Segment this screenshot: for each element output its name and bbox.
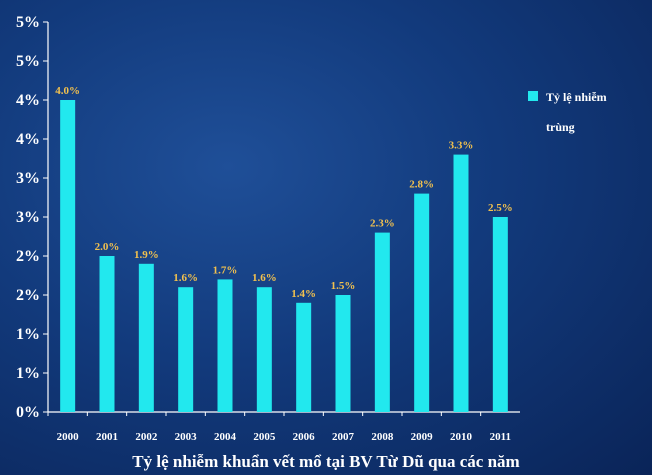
bar xyxy=(60,100,76,412)
x-tick-label: 2005 xyxy=(253,431,276,443)
data-label: 1.6% xyxy=(173,272,198,284)
bar xyxy=(492,217,508,412)
y-tick-label: 4% xyxy=(16,92,40,109)
x-tick-label: 2003 xyxy=(175,431,198,443)
x-tick-label: 2004 xyxy=(214,431,237,443)
y-tick-label: 5% xyxy=(16,14,40,31)
bar xyxy=(99,256,115,412)
legend-label: Tỷ lệ nhiễm xyxy=(546,90,607,104)
x-tick-label: 2001 xyxy=(96,431,118,443)
y-tick-label: 1% xyxy=(16,365,40,382)
x-tick-label: 2006 xyxy=(293,431,316,443)
data-label: 4.0% xyxy=(55,85,80,97)
y-tick-label: 3% xyxy=(16,209,40,226)
data-label: 1.9% xyxy=(134,249,159,261)
bar xyxy=(374,232,390,412)
data-label: 1.5% xyxy=(331,280,356,292)
bar xyxy=(138,263,154,412)
x-tick-label: 2010 xyxy=(450,431,473,443)
x-tick-label: 2000 xyxy=(57,431,80,443)
x-tick-label: 2007 xyxy=(332,431,355,443)
bar xyxy=(296,302,312,412)
y-tick-label: 0% xyxy=(16,404,40,421)
bar xyxy=(414,193,430,412)
data-label: 2.8% xyxy=(409,179,434,191)
y-tick-label: 3% xyxy=(16,170,40,187)
bar xyxy=(217,279,233,412)
legend-swatch xyxy=(528,91,538,101)
y-tick-label: 2% xyxy=(16,287,40,304)
y-tick-label: 4% xyxy=(16,131,40,148)
bar xyxy=(453,154,469,412)
data-label: 3.3% xyxy=(449,140,474,152)
data-label: 2.0% xyxy=(95,241,120,253)
data-label: 1.7% xyxy=(213,264,238,276)
y-tick-label: 1% xyxy=(16,326,40,343)
x-tick-label: 2011 xyxy=(490,431,511,443)
data-label: 2.5% xyxy=(488,202,513,214)
legend-label: trùng xyxy=(546,120,575,134)
data-label: 2.3% xyxy=(370,218,395,230)
data-label: 1.6% xyxy=(252,272,277,284)
bar xyxy=(178,287,194,412)
bar xyxy=(256,287,272,412)
x-tick-label: 2002 xyxy=(135,431,158,443)
chart-title: Tỷ lệ nhiễm khuẩn vết mổ tại BV Từ Dũ qu… xyxy=(132,452,520,471)
bar xyxy=(335,295,351,412)
x-tick-label: 2009 xyxy=(411,431,434,443)
y-tick-label: 5% xyxy=(16,53,40,70)
data-label: 1.4% xyxy=(291,288,316,300)
y-tick-label: 2% xyxy=(16,248,40,265)
x-tick-label: 2008 xyxy=(371,431,394,443)
